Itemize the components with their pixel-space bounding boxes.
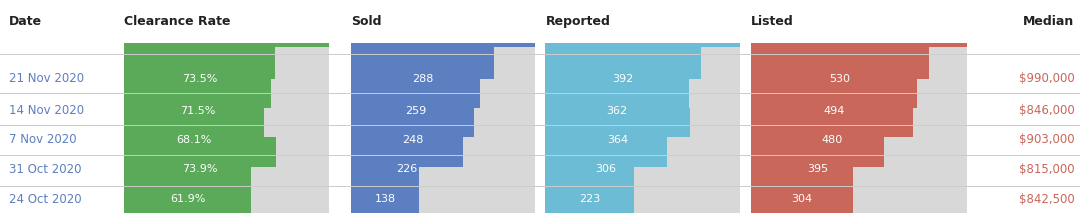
FancyBboxPatch shape: [124, 47, 275, 111]
FancyBboxPatch shape: [751, 47, 967, 111]
FancyBboxPatch shape: [545, 137, 666, 201]
FancyBboxPatch shape: [545, 167, 634, 213]
FancyBboxPatch shape: [751, 43, 967, 48]
Text: 392: 392: [612, 74, 634, 84]
FancyBboxPatch shape: [124, 47, 329, 111]
Text: 395: 395: [807, 164, 827, 174]
Text: 61.9%: 61.9%: [170, 194, 205, 204]
Text: 138: 138: [375, 194, 395, 204]
Text: 14 Nov 2020: 14 Nov 2020: [9, 104, 84, 117]
Text: Sold: Sold: [351, 15, 381, 28]
FancyBboxPatch shape: [124, 167, 329, 213]
FancyBboxPatch shape: [751, 137, 883, 201]
Text: 71.5%: 71.5%: [180, 106, 215, 116]
FancyBboxPatch shape: [124, 167, 252, 213]
FancyBboxPatch shape: [545, 108, 690, 171]
FancyBboxPatch shape: [351, 167, 535, 213]
FancyBboxPatch shape: [545, 108, 740, 171]
FancyBboxPatch shape: [351, 108, 474, 171]
FancyBboxPatch shape: [545, 137, 740, 201]
FancyBboxPatch shape: [545, 79, 740, 143]
Text: $990,000: $990,000: [1018, 72, 1075, 85]
Text: 494: 494: [823, 106, 845, 116]
Text: 226: 226: [396, 164, 418, 174]
Text: $846,000: $846,000: [1018, 104, 1075, 117]
FancyBboxPatch shape: [751, 167, 853, 213]
FancyBboxPatch shape: [351, 108, 535, 171]
Text: 364: 364: [607, 135, 629, 144]
FancyBboxPatch shape: [545, 79, 689, 143]
Text: 24 Oct 2020: 24 Oct 2020: [9, 193, 81, 206]
FancyBboxPatch shape: [124, 108, 329, 171]
Text: 7 Nov 2020: 7 Nov 2020: [9, 133, 77, 146]
Text: 21 Nov 2020: 21 Nov 2020: [9, 72, 84, 85]
FancyBboxPatch shape: [351, 43, 535, 48]
FancyBboxPatch shape: [124, 79, 329, 143]
Text: Listed: Listed: [751, 15, 794, 28]
Text: 362: 362: [607, 106, 627, 116]
FancyBboxPatch shape: [351, 79, 535, 143]
FancyBboxPatch shape: [751, 167, 967, 213]
FancyBboxPatch shape: [751, 108, 967, 171]
FancyBboxPatch shape: [751, 79, 917, 143]
Text: 288: 288: [411, 74, 433, 84]
FancyBboxPatch shape: [351, 79, 480, 143]
Text: 306: 306: [595, 164, 617, 174]
FancyBboxPatch shape: [351, 137, 463, 201]
FancyBboxPatch shape: [545, 47, 740, 111]
FancyBboxPatch shape: [545, 167, 740, 213]
Text: 31 Oct 2020: 31 Oct 2020: [9, 163, 81, 176]
FancyBboxPatch shape: [351, 137, 535, 201]
FancyBboxPatch shape: [351, 47, 535, 111]
Text: 73.5%: 73.5%: [181, 74, 217, 84]
Text: $815,000: $815,000: [1018, 163, 1075, 176]
Text: Median: Median: [1024, 15, 1075, 28]
Text: 304: 304: [792, 194, 812, 204]
FancyBboxPatch shape: [124, 108, 264, 171]
FancyBboxPatch shape: [124, 79, 271, 143]
Text: Clearance Rate: Clearance Rate: [124, 15, 231, 28]
FancyBboxPatch shape: [351, 47, 494, 111]
FancyBboxPatch shape: [751, 79, 967, 143]
FancyBboxPatch shape: [351, 167, 419, 213]
Text: 223: 223: [579, 194, 600, 204]
FancyBboxPatch shape: [751, 47, 930, 111]
Text: 530: 530: [829, 74, 851, 84]
Text: 259: 259: [405, 106, 426, 116]
FancyBboxPatch shape: [545, 43, 740, 48]
Text: Reported: Reported: [545, 15, 610, 28]
Text: 248: 248: [402, 135, 423, 144]
Text: $903,000: $903,000: [1018, 133, 1075, 146]
FancyBboxPatch shape: [124, 137, 275, 201]
Text: 480: 480: [821, 135, 842, 144]
FancyBboxPatch shape: [124, 137, 329, 201]
FancyBboxPatch shape: [751, 108, 913, 171]
Text: $842,500: $842,500: [1018, 193, 1075, 206]
FancyBboxPatch shape: [124, 43, 329, 48]
Text: 68.1%: 68.1%: [176, 135, 212, 144]
Text: 73.9%: 73.9%: [183, 164, 218, 174]
Text: Date: Date: [9, 15, 42, 28]
FancyBboxPatch shape: [545, 47, 701, 111]
FancyBboxPatch shape: [751, 137, 967, 201]
